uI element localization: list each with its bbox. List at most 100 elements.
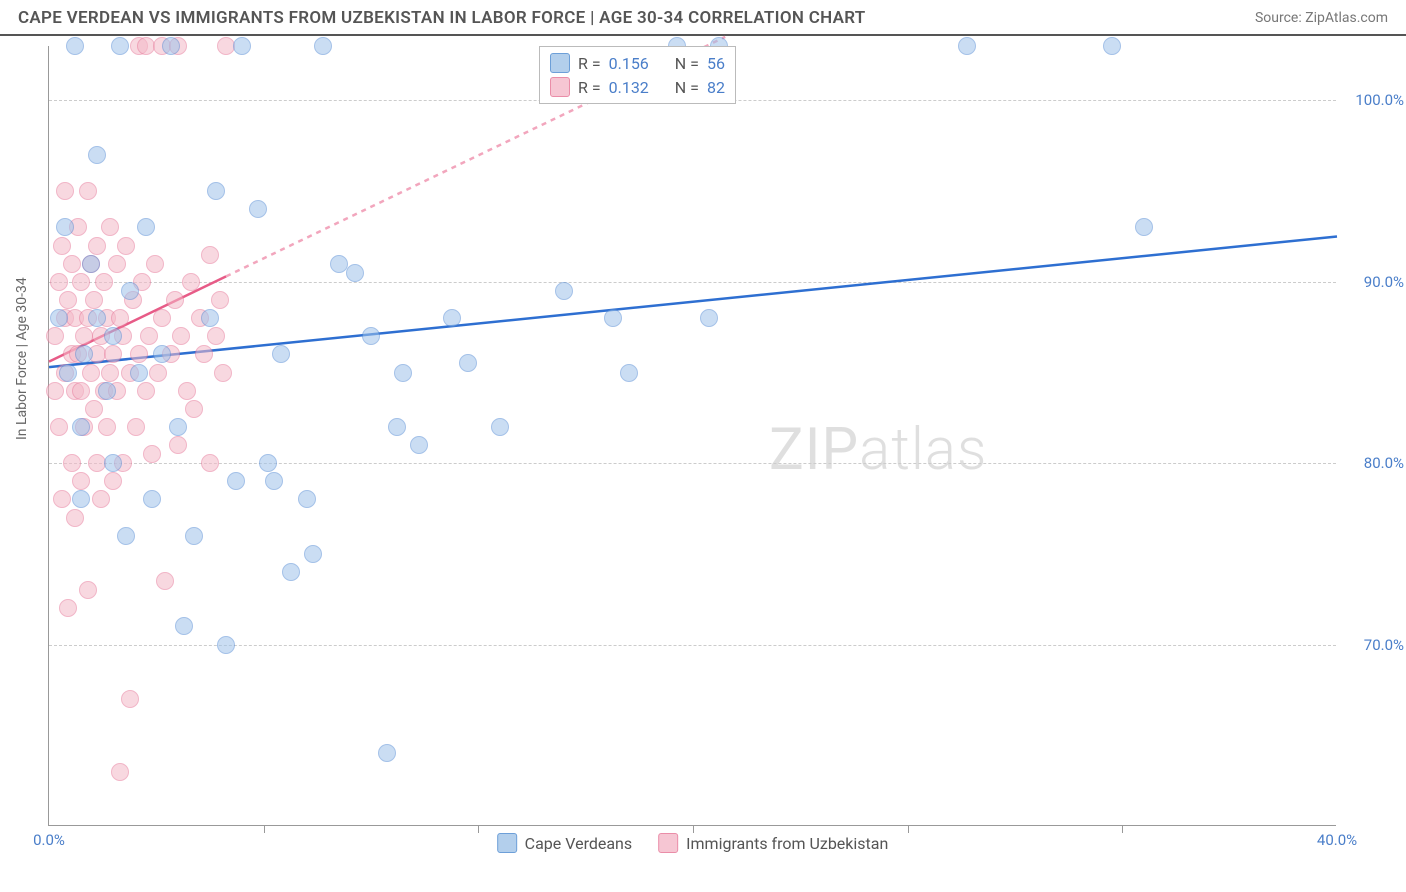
stat-r-label: R =: [578, 54, 601, 73]
stat-n-label: N =: [675, 78, 699, 97]
data-point: [82, 364, 100, 382]
data-point: [104, 472, 122, 490]
data-point: [137, 218, 155, 236]
bottom-legend: Cape Verdeans Immigrants from Uzbekistan: [497, 833, 889, 853]
data-point: [394, 364, 412, 382]
data-point: [121, 282, 139, 300]
chart-title: CAPE VERDEAN VS IMMIGRANTS FROM UZBEKIST…: [18, 8, 866, 28]
data-point: [72, 490, 90, 508]
legend-swatch-2: [658, 833, 678, 853]
y-tick-label: 80.0%: [1364, 454, 1404, 472]
data-point: [149, 364, 167, 382]
data-point: [1103, 37, 1121, 55]
y-tick-label: 90.0%: [1364, 273, 1404, 291]
data-point: [195, 345, 213, 363]
plot-area: ZIPatlas 70.0%80.0%90.0%100.0% 0.0%40.0%…: [48, 46, 1336, 826]
data-point: [92, 490, 110, 508]
data-point: [104, 454, 122, 472]
data-point: [104, 327, 122, 345]
data-point: [56, 218, 74, 236]
data-point: [85, 291, 103, 309]
data-point: [101, 218, 119, 236]
data-point: [63, 255, 81, 273]
data-point: [700, 309, 718, 327]
data-point: [111, 37, 129, 55]
data-point: [178, 382, 196, 400]
data-point: [66, 509, 84, 527]
data-point: [111, 309, 129, 327]
data-point: [166, 291, 184, 309]
data-point: [182, 273, 200, 291]
data-point: [59, 291, 77, 309]
data-point: [175, 617, 193, 635]
data-point: [98, 418, 116, 436]
data-point: [63, 454, 81, 472]
data-point: [259, 454, 277, 472]
data-point: [185, 527, 203, 545]
data-point: [555, 282, 573, 300]
data-point: [314, 37, 332, 55]
data-point: [121, 690, 139, 708]
data-point: [233, 37, 251, 55]
data-point: [59, 364, 77, 382]
data-point: [207, 182, 225, 200]
data-point: [104, 345, 122, 363]
stat-r-label: R =: [578, 78, 601, 97]
y-tick-label: 70.0%: [1364, 636, 1404, 654]
stat-r-value: 0.132: [609, 78, 649, 97]
x-tick-label: 0.0%: [33, 831, 65, 849]
chart-header: CAPE VERDEAN VS IMMIGRANTS FROM UZBEKIST…: [0, 0, 1406, 36]
stats-legend-box: R =0.156N =56R =0.132N =82: [539, 46, 736, 104]
data-point: [172, 327, 190, 345]
data-point: [108, 255, 126, 273]
data-point: [443, 309, 461, 327]
data-point: [185, 400, 203, 418]
data-point: [50, 309, 68, 327]
data-point: [79, 581, 97, 599]
data-point: [201, 309, 219, 327]
data-point: [46, 327, 64, 345]
data-point: [88, 146, 106, 164]
stat-n-label: N =: [675, 54, 699, 73]
data-point: [127, 418, 145, 436]
data-point: [59, 599, 77, 617]
legend-item-1: Cape Verdeans: [497, 833, 632, 853]
data-point: [153, 309, 171, 327]
data-point: [72, 472, 90, 490]
chart-source: Source: ZipAtlas.com: [1255, 10, 1388, 26]
data-point: [137, 382, 155, 400]
stat-swatch: [550, 53, 570, 73]
stat-swatch: [550, 77, 570, 97]
data-point: [169, 436, 187, 454]
data-point: [201, 454, 219, 472]
data-point: [201, 246, 219, 264]
data-point: [214, 364, 232, 382]
data-point: [304, 545, 322, 563]
data-point: [162, 37, 180, 55]
legend-label-1: Cape Verdeans: [525, 834, 632, 853]
data-point: [117, 237, 135, 255]
data-point: [88, 237, 106, 255]
data-point: [459, 354, 477, 372]
data-point: [53, 237, 71, 255]
data-point: [130, 364, 148, 382]
legend-label-2: Immigrants from Uzbekistan: [686, 834, 888, 853]
data-point: [72, 418, 90, 436]
stat-n-value: 56: [707, 54, 725, 73]
trend-lines: [49, 46, 1337, 826]
data-point: [50, 418, 68, 436]
data-point: [88, 309, 106, 327]
x-tick-label: 40.0%: [1317, 831, 1357, 849]
data-point: [111, 763, 129, 781]
data-point: [217, 636, 235, 654]
y-axis-label: In Labor Force | Age 30-34: [14, 277, 30, 440]
data-point: [66, 37, 84, 55]
data-point: [410, 436, 428, 454]
data-point: [143, 490, 161, 508]
data-point: [272, 345, 290, 363]
data-point: [388, 418, 406, 436]
data-point: [140, 327, 158, 345]
data-point: [1135, 218, 1153, 236]
data-point: [958, 37, 976, 55]
data-point: [98, 382, 116, 400]
